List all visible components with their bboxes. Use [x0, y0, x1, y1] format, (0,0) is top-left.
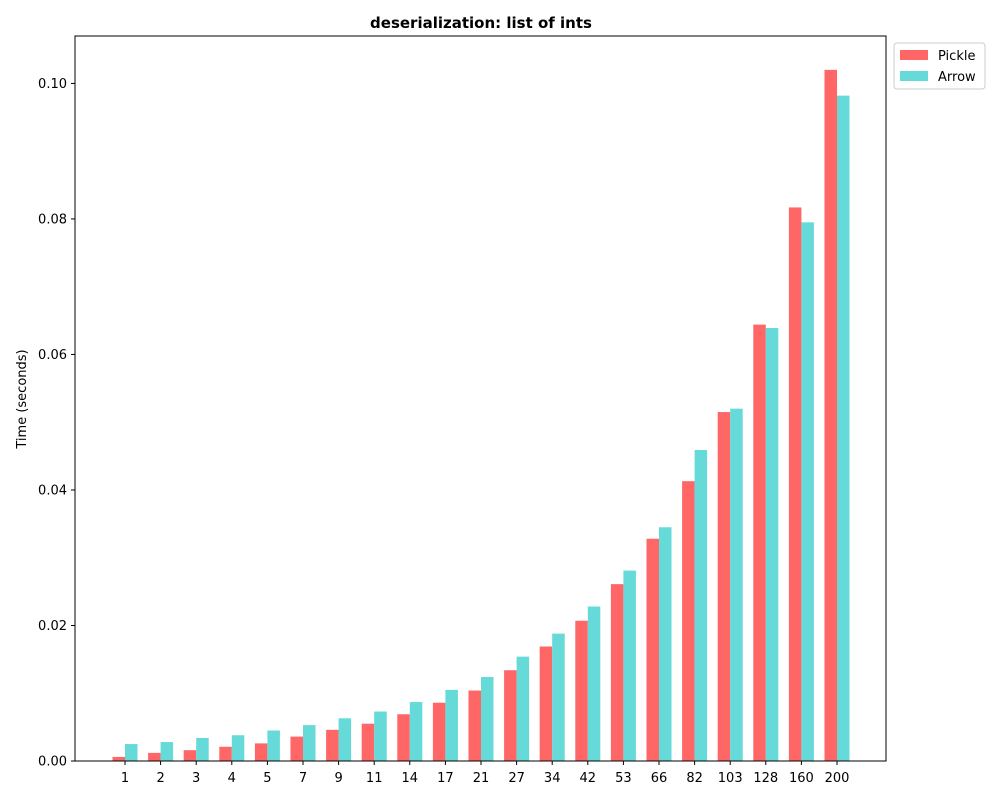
bar-pickle-17: [432, 702, 446, 761]
x-tick-label: 160: [789, 771, 814, 786]
bar-pickle-21: [468, 690, 481, 761]
bar-arrow-27: [516, 656, 530, 761]
bar-arrow-14: [409, 702, 423, 761]
bar-arrow-42: [587, 606, 601, 761]
x-tick-label: 1: [121, 771, 129, 786]
x-tick-label: 42: [580, 771, 597, 786]
bar-arrow-7: [303, 725, 316, 761]
legend-swatch-pickle: [900, 50, 928, 60]
x-tick-label: 103: [718, 771, 743, 786]
y-tick-label: 0.02: [38, 619, 67, 634]
bar-arrow-103: [730, 408, 743, 761]
chart-title: deserialization: list of ints: [370, 14, 592, 32]
bar-pickle-7: [290, 736, 303, 761]
legend-swatch-arrow: [900, 71, 928, 81]
bar-arrow-21: [481, 676, 494, 761]
y-tick-label: 0.08: [38, 212, 67, 227]
y-tick-label: 0.06: [38, 348, 67, 363]
bar-pickle-9: [326, 729, 339, 761]
bar-pickle-53: [610, 584, 624, 761]
bar-pickle-2: [148, 752, 161, 761]
x-tick-label: 34: [544, 771, 561, 786]
x-tick-label: 27: [508, 771, 525, 786]
bar-pickle-82: [682, 481, 695, 761]
bar-pickle-42: [575, 620, 588, 761]
x-tick-label: 66: [651, 771, 668, 786]
bar-arrow-53: [623, 570, 636, 761]
bar-arrow-2: [160, 742, 174, 761]
bar-arrow-3: [196, 737, 209, 761]
bar-pickle-34: [539, 646, 553, 761]
y-tick-label: 0.04: [38, 483, 67, 498]
y-tick-label: 0.00: [38, 755, 67, 770]
bar-pickle-3: [183, 750, 197, 761]
bar-pickle-14: [397, 714, 410, 761]
bar-arrow-4: [231, 735, 245, 761]
x-tick-label: 200: [825, 771, 850, 786]
bar-arrow-200: [837, 95, 850, 761]
bar-arrow-11: [374, 711, 387, 761]
plot-frame: [74, 35, 887, 762]
x-tick-label: 128: [753, 771, 778, 786]
x-tick-label: 17: [437, 771, 454, 786]
bar-pickle-11: [361, 723, 375, 761]
bar-pickle-5: [254, 743, 268, 761]
x-tick-label: 11: [366, 771, 383, 786]
x-tick-label: 53: [615, 771, 632, 786]
legend-label-pickle: Pickle: [938, 49, 975, 64]
x-tick-label: 3: [192, 771, 200, 786]
bar-arrow-17: [445, 689, 458, 761]
bar-arrow-1: [125, 744, 138, 761]
x-tick-label: 4: [228, 771, 236, 786]
bar-pickle-200: [824, 69, 837, 761]
x-tick-label: 9: [334, 771, 342, 786]
x-tick-label: 21: [473, 771, 490, 786]
x-axis: 1 2 3 4 5 7 9 11 14 17 21 27 34 42 53 66 82 103 128 160 200: [121, 761, 850, 786]
y-tick-label: 0.10: [38, 77, 67, 92]
x-tick-label: 7: [299, 771, 307, 786]
bar-arrow-66: [659, 527, 672, 761]
bar-arrow-160: [801, 222, 814, 761]
bar-pickle-160: [788, 207, 802, 761]
bars-group: [112, 69, 850, 761]
bar-arrow-128: [765, 328, 779, 761]
bar-arrow-5: [267, 730, 280, 761]
x-tick-label: 82: [686, 771, 703, 786]
bar-pickle-103: [717, 412, 731, 761]
bar-arrow-9: [338, 718, 352, 761]
y-axis-title: Time (seconds): [15, 349, 30, 449]
bar-pickle-27: [504, 670, 517, 761]
bar-arrow-82: [694, 450, 708, 761]
bar-pickle-1: [112, 756, 125, 761]
y-axis: 0.00 0.02 0.04 0.06 0.08 0.10: [38, 77, 75, 770]
x-tick-label: 5: [263, 771, 271, 786]
bar-pickle-4: [219, 746, 232, 761]
x-tick-label: 2: [156, 771, 164, 786]
bar-arrow-34: [552, 633, 565, 761]
legend: Pickle Arrow: [893, 42, 986, 90]
x-tick-label: 14: [402, 771, 419, 786]
bar-pickle-66: [646, 538, 659, 761]
legend-label-arrow: Arrow: [938, 70, 976, 85]
bar-pickle-128: [753, 324, 766, 761]
